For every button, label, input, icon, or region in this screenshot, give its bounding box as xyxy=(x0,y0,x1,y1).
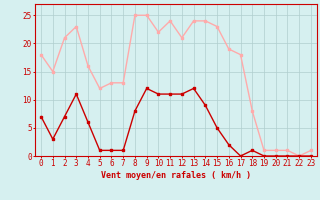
X-axis label: Vent moyen/en rafales ( km/h ): Vent moyen/en rafales ( km/h ) xyxy=(101,171,251,180)
